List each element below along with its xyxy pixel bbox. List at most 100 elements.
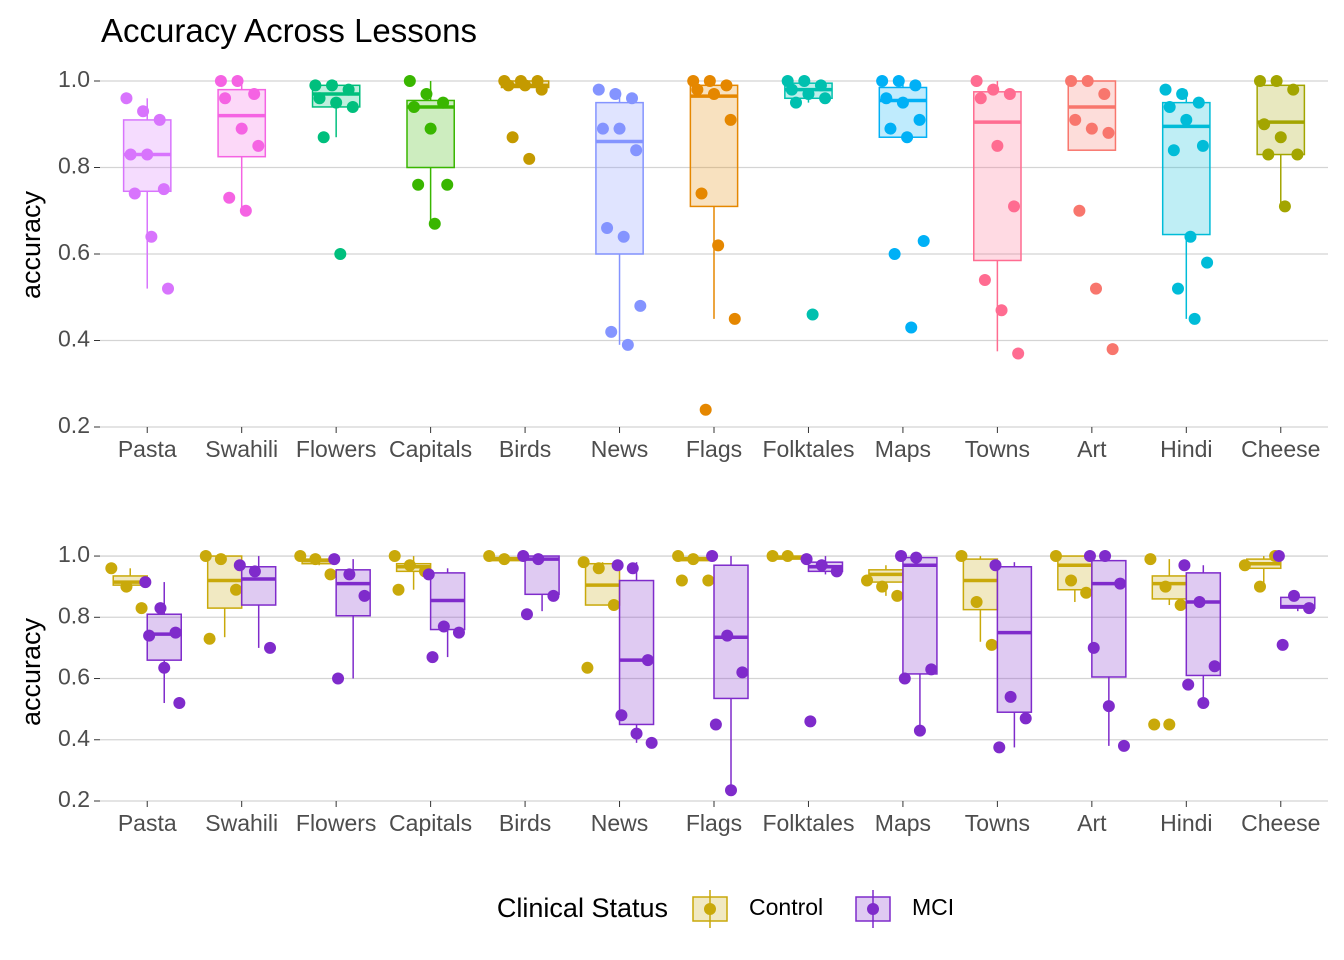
data-point [896,96,909,109]
data-point [334,248,347,260]
data-point [880,92,893,105]
y-tick-label: 0.4 [58,725,90,751]
data-point [219,92,232,105]
data-point [1182,678,1195,691]
data-point [895,550,908,563]
data-point [1176,87,1189,100]
data-point [519,79,532,92]
data-point [426,651,439,664]
data-point [1208,660,1221,673]
data-point [1049,550,1062,563]
box [618,579,655,726]
data-point [884,122,897,135]
data-point [520,608,533,621]
data-point [991,139,1004,152]
data-point [248,565,261,578]
data-point [248,87,261,100]
data-point [1019,712,1032,725]
data-point [1253,75,1266,87]
data-point [634,299,647,312]
data-point [330,96,343,109]
box [973,91,1022,262]
data-point [611,559,624,572]
data-point [428,217,441,230]
data-point [876,580,889,593]
data-point [1073,204,1086,217]
data-point [1087,641,1100,654]
data-point [1287,589,1300,602]
data-point [1303,602,1316,615]
data-point [424,122,437,135]
data-point [814,79,827,92]
data-point [452,626,465,639]
x-tick-label: Art [1077,810,1107,836]
data-point [819,92,832,105]
data-point [437,96,450,109]
data-point [806,308,819,321]
data-point [252,139,265,152]
data-point [154,602,167,615]
data-point [1081,75,1094,87]
data-point [441,178,454,191]
data-point [517,550,530,563]
data-point [1178,559,1191,572]
y-axis-title: accuracy [16,190,46,299]
data-point [139,576,152,589]
data-point [987,83,1000,96]
data-point [720,79,733,92]
data-point [1012,347,1025,360]
data-point [695,187,708,200]
data-point [403,75,416,87]
data-point [162,282,175,295]
data-point [1184,230,1197,243]
x-tick-label: Folktales [762,810,854,836]
data-point [970,75,983,87]
data-point [1098,87,1111,100]
x-tick-label: Towns [965,810,1030,836]
data-point [766,550,779,563]
y-tick-label: 0.8 [58,602,90,628]
data-point [145,230,158,243]
data-point [128,187,141,200]
data-point [1114,577,1127,590]
data-point [547,589,560,602]
data-point [1085,122,1098,135]
data-point [1238,559,1251,572]
data-point [970,595,983,608]
data-point [157,183,170,196]
data-point [995,304,1008,317]
x-tick-label: Capitals [389,810,472,836]
data-point [1148,718,1161,731]
x-tick-label: Maps [875,436,931,462]
data-point [706,550,719,563]
box [996,566,1033,713]
data-point [1065,75,1078,87]
data-point [1083,550,1096,563]
data-point [1099,550,1112,563]
data-point [153,113,166,126]
data-point [532,553,545,566]
data-point [328,553,341,566]
data-point [1180,113,1193,126]
data-point [615,709,628,722]
data-point [802,87,815,100]
data-point [120,580,133,593]
data-point [630,727,643,740]
data-point [687,553,700,566]
data-point [955,550,968,563]
data-point [978,273,991,286]
data-point [1159,83,1172,96]
data-point [325,79,338,92]
data-point [609,87,622,100]
data-point [535,83,548,96]
data-point [214,553,227,566]
data-point [725,784,738,797]
y-tick-label: 1.0 [58,541,90,567]
box [902,556,938,675]
x-tick-label: Flags [686,810,742,836]
legend-label: MCI [912,894,954,920]
data-point [728,312,741,325]
data-point [498,553,511,566]
data-point [1080,586,1093,599]
